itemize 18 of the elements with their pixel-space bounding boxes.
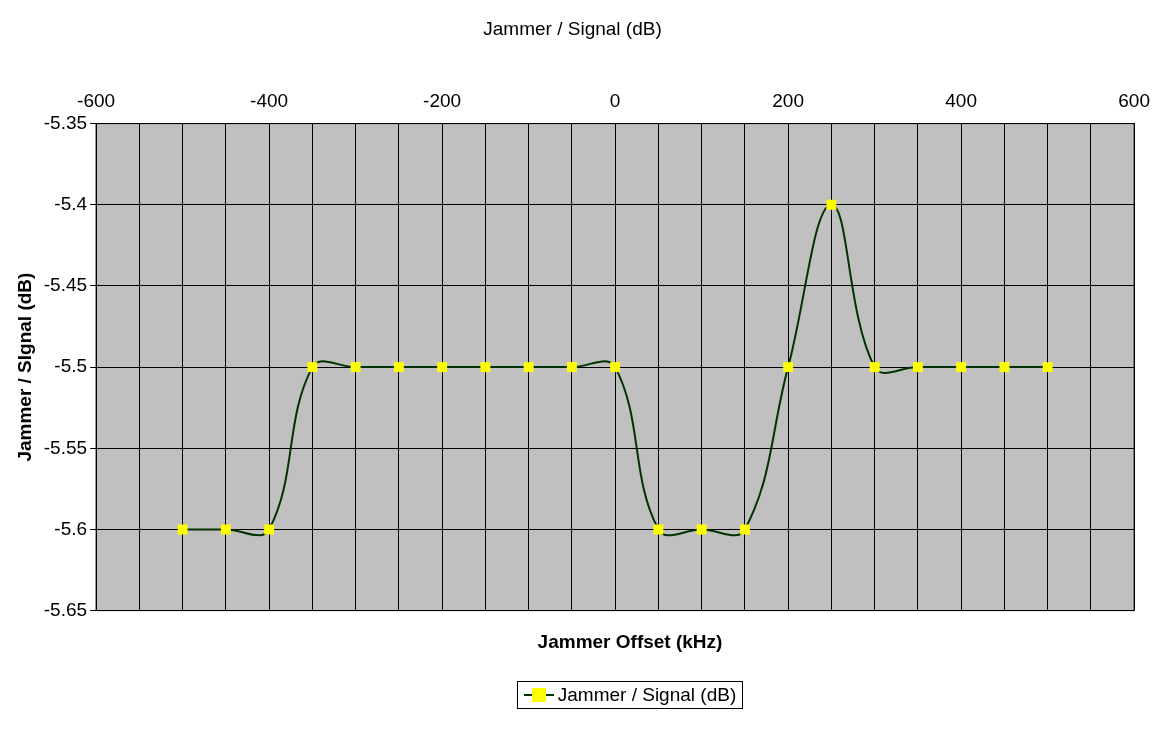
x-axis-title: Jammer Offset (kHz) [536, 631, 724, 653]
y-tick-label: -5.5 [54, 355, 88, 377]
x-tick-label: -600 [77, 90, 116, 112]
y-axis-title: Jammer / SIgnal (dB) [13, 272, 35, 462]
y-tick-label: -5.65 [43, 598, 88, 620]
x-tick-label: 600 [1118, 90, 1150, 112]
legend-label: Jammer / Signal (dB) [557, 684, 737, 706]
y-tick-label: -5.4 [54, 193, 88, 214]
x-tick-label: 400 [945, 90, 977, 112]
x-tick-label: 200 [772, 90, 804, 112]
chart-title: Jammer / Signal (dB) [483, 17, 662, 39]
x-tick-label: 0 [609, 90, 621, 112]
y-tick-label: -5.6 [54, 517, 88, 539]
x-tick-label: -200 [423, 90, 462, 112]
x-tick-label: -400 [250, 90, 289, 112]
y-tick-label: -5.35 [43, 111, 88, 133]
y-tick-label: -5.55 [43, 436, 88, 458]
y-tick-label: -5.45 [43, 274, 88, 296]
